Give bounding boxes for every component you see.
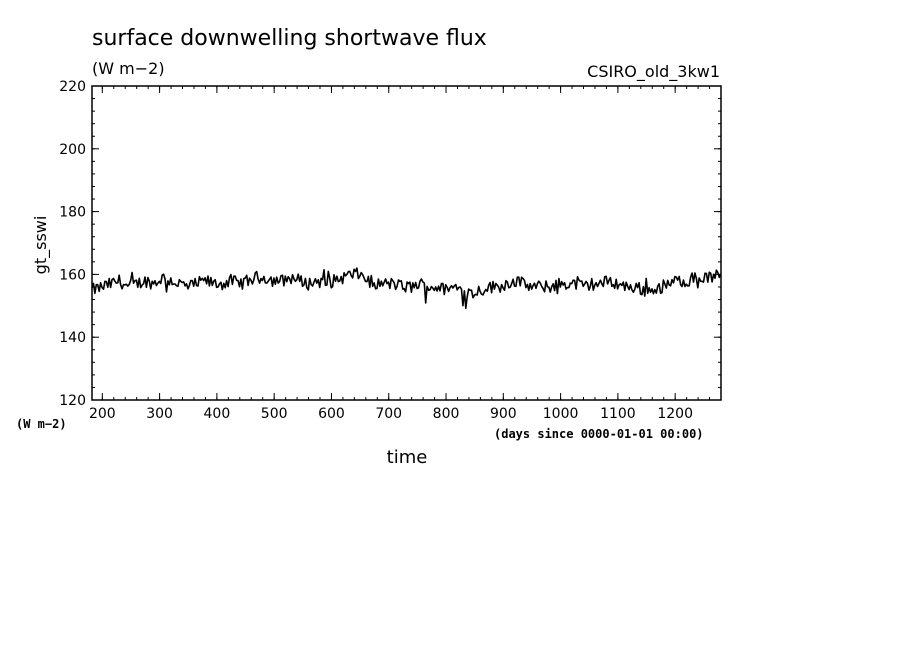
x-tick-label: 200 (89, 406, 116, 422)
x-tick-labels: 200 300 400 500 600 700 800 900 1000 1100 1200 (89, 406, 693, 422)
x-axis-label: time (387, 447, 428, 468)
series-line (91, 267, 722, 310)
x-tick-label: 600 (318, 406, 345, 422)
x-tick-label: 1200 (657, 406, 693, 422)
y-tick-label: 180 (59, 205, 86, 221)
y-tick-label: 200 (59, 142, 86, 158)
x-tick-label: 400 (204, 406, 231, 422)
y-tick-label: 160 (59, 267, 86, 283)
chart-units: (W m−2) (92, 59, 165, 78)
plot-frame (91, 85, 722, 401)
axis-ticks (92, 85, 722, 401)
y-tick-labels: 120 140 160 180 200 220 (59, 79, 86, 409)
y-tick-label: 120 (59, 393, 86, 409)
x-tick-label: 1100 (600, 406, 636, 422)
x-tick-label: 500 (261, 406, 288, 422)
x-units-label: (days since 0000-01-01 00:00) (494, 427, 704, 441)
x-tick-label: 300 (146, 406, 173, 422)
x-tick-label: 700 (375, 406, 402, 422)
x-tick-label: 800 (433, 406, 460, 422)
x-tick-label: 900 (490, 406, 517, 422)
y-axis-label: gt_sswi (31, 216, 51, 275)
y-tick-label: 140 (59, 330, 86, 346)
y-units-label: (W m−2) (16, 417, 67, 431)
x-tick-label: 1000 (543, 406, 579, 422)
chart-title: surface downwelling shortwave flux (92, 26, 487, 51)
y-tick-label: 220 (59, 79, 86, 95)
dataset-label: CSIRO_old_3kw1 (587, 62, 720, 82)
